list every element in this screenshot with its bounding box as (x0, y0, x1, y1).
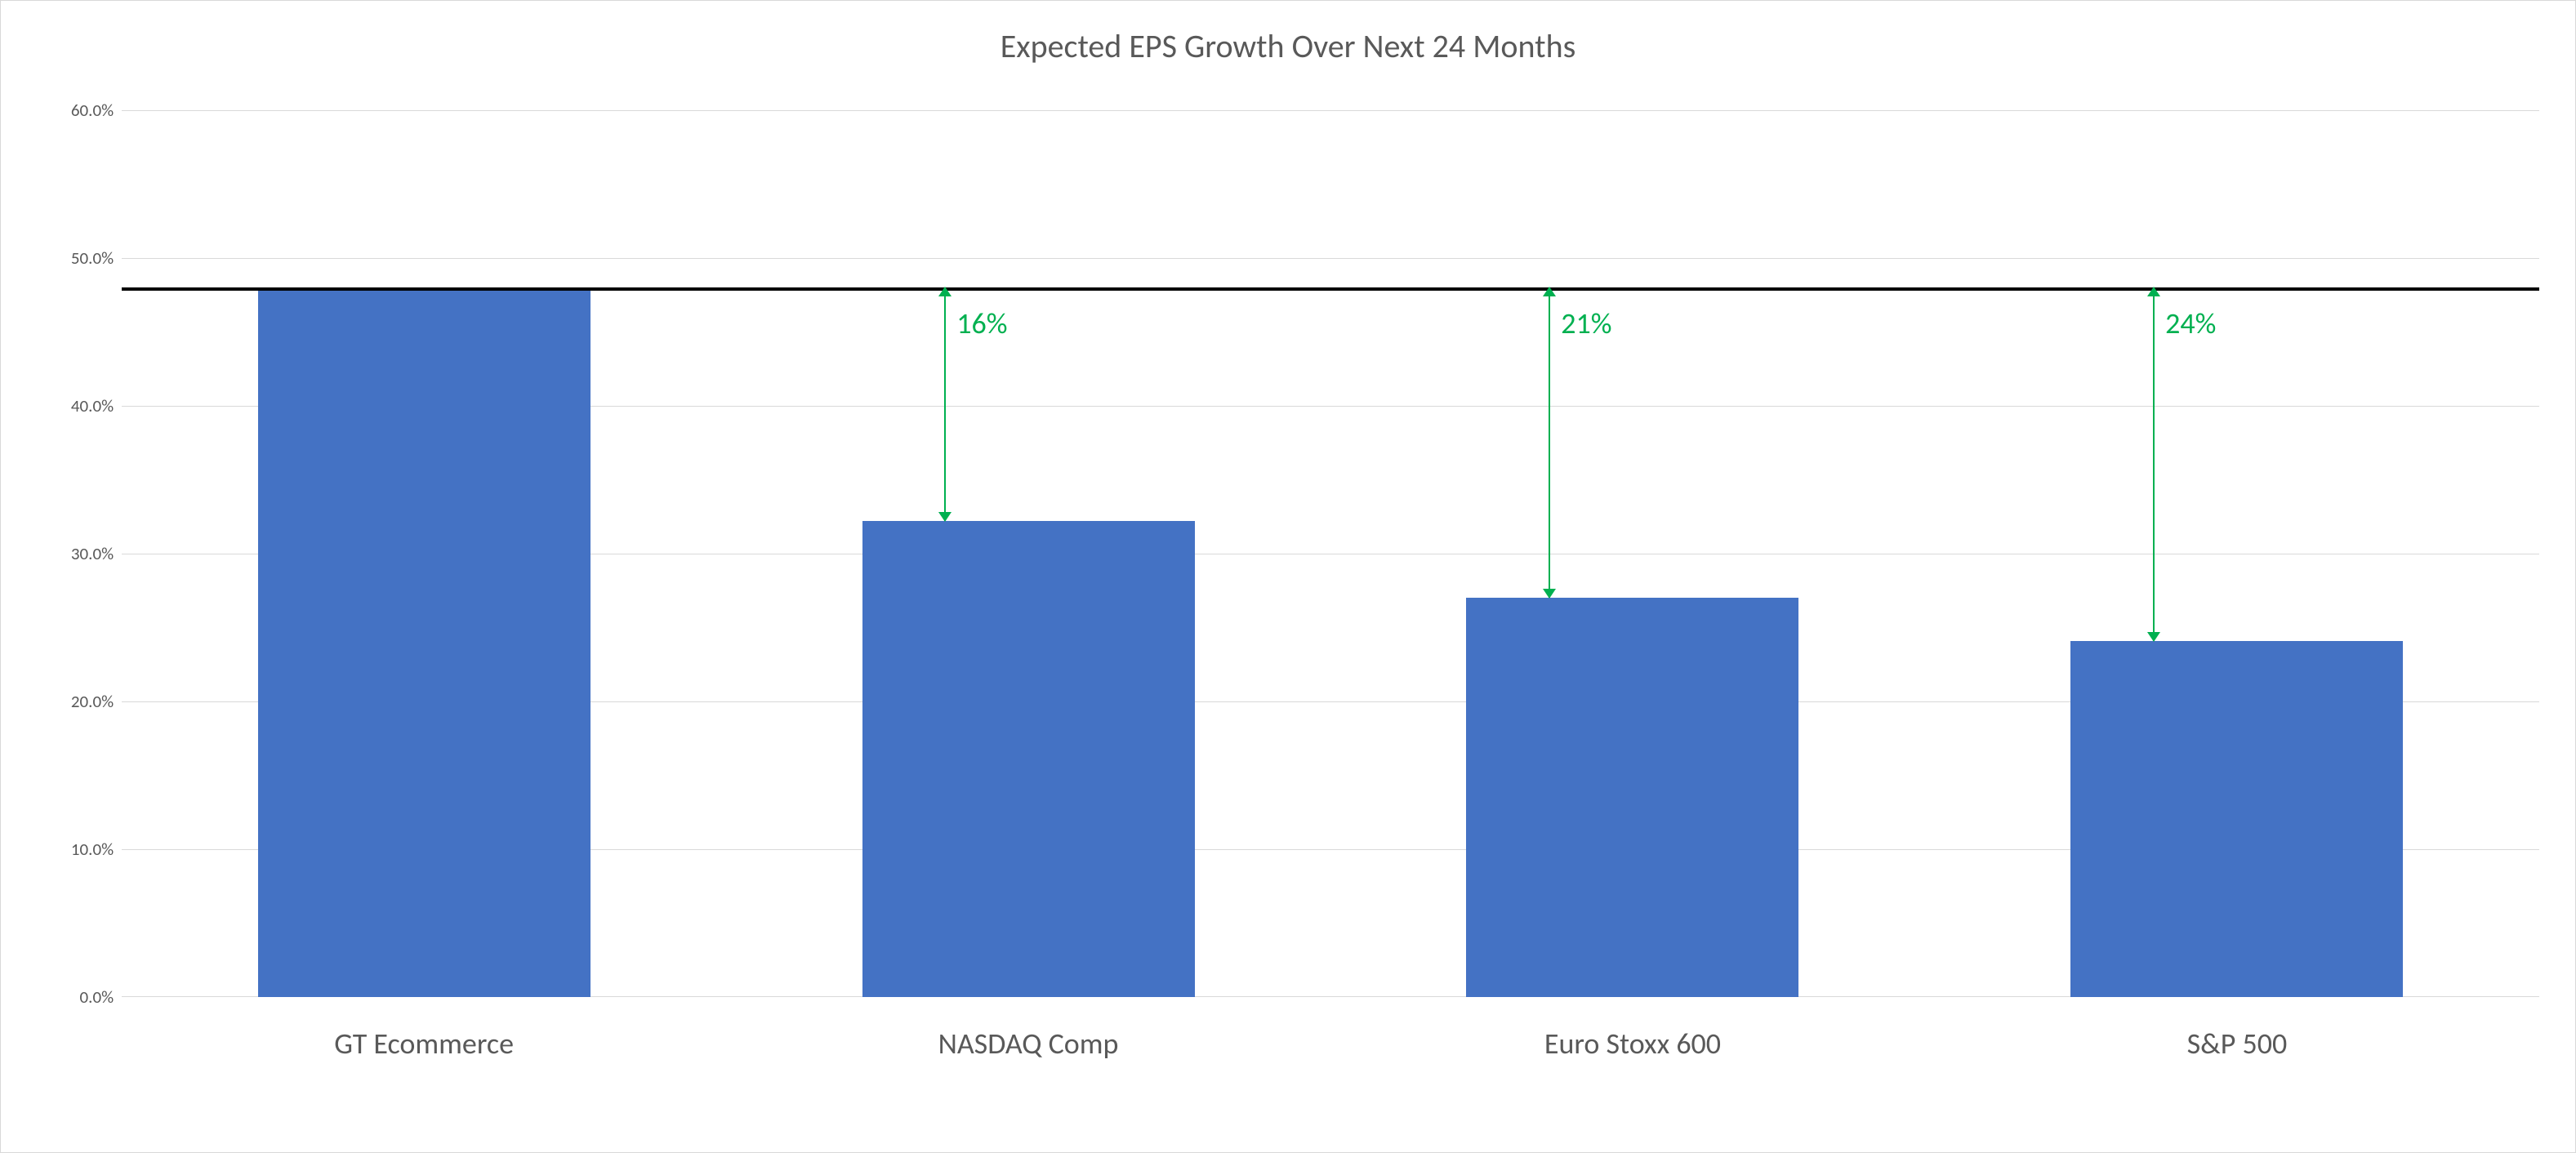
plot-inner: 0.0%10.0%20.0%30.0%40.0%50.0%60.0%16%21%… (122, 110, 2539, 997)
bar (2070, 641, 2403, 997)
arrow-head-down-icon (938, 512, 952, 522)
y-tick-label: 20.0% (71, 691, 122, 712)
y-tick-label: 10.0% (71, 839, 122, 860)
arrow-head-up-icon (1543, 287, 1556, 296)
bar (1466, 598, 1798, 997)
x-axis-labels: GT Ecommerce NASDAQ Comp Euro Stoxx 600 S&P… (122, 1008, 2539, 1152)
gridline (122, 110, 2539, 111)
chart-title: Expected EPS Growth Over Next 24 Months (1, 26, 2575, 66)
y-tick-label: 60.0% (71, 100, 122, 121)
plot-area: 0.0%10.0%20.0%30.0%40.0%50.0%60.0%16%21%… (122, 110, 2539, 997)
delta-label: 21% (1549, 305, 1611, 341)
x-tick-label: GT Ecommerce (334, 1026, 514, 1062)
arrow-head-up-icon (2147, 287, 2160, 296)
x-tick-label: NASDAQ Comp (938, 1026, 1119, 1062)
y-tick-label: 0.0% (80, 986, 123, 1008)
x-tick-label: Euro Stoxx 600 (1544, 1026, 1721, 1062)
bar (258, 287, 591, 997)
delta-label: 24% (2154, 305, 2216, 341)
y-tick-label: 40.0% (71, 395, 122, 416)
gridline (122, 258, 2539, 259)
reference-line (122, 287, 2539, 291)
chart-frame: Expected EPS Growth Over Next 24 Months … (0, 0, 2576, 1153)
arrow-head-down-icon (1543, 589, 1556, 599)
arrow-head-down-icon (2147, 632, 2160, 642)
delta-label: 16% (945, 305, 1007, 341)
y-tick-label: 30.0% (71, 543, 122, 564)
x-tick-label: S&P 500 (2187, 1026, 2288, 1062)
bar (862, 521, 1195, 997)
y-tick-label: 50.0% (71, 247, 122, 269)
arrow-head-up-icon (938, 287, 952, 296)
